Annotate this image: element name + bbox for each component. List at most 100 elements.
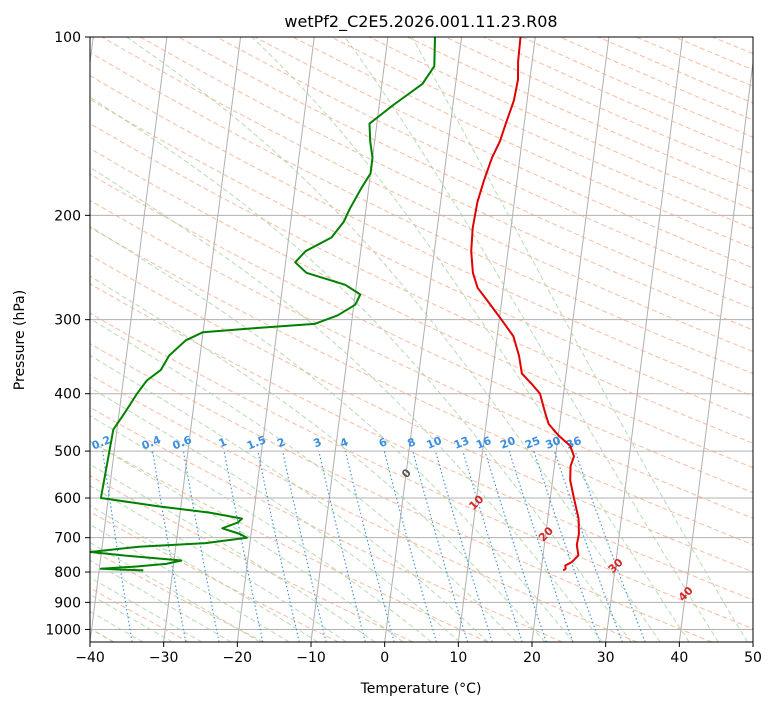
dry-adiabat-line [178, 37, 753, 310]
y-axis: 100 200 300 400 500 600 700 800 900 1000 [45, 30, 90, 638]
moist-adiabat-line [90, 593, 173, 642]
mixing-ratio-label: 2 [275, 435, 287, 450]
mixing-ratio-label: 13 [452, 434, 471, 452]
dry-adiabat-line [521, 37, 753, 138]
mixing-ratio-label: 4 [338, 435, 350, 450]
mixing-ratio-line [553, 450, 623, 642]
dry-adiabat-line [407, 37, 753, 192]
x-tick-label: 10 [449, 650, 467, 666]
x-tick-label: 0 [380, 650, 389, 666]
mixing-ratio-line [383, 450, 437, 642]
mixing-ratio-label: 25 [523, 434, 542, 452]
isotherm-line [531, 37, 610, 642]
y-tick-label: 600 [54, 491, 81, 507]
temperature-profile-line [470, 37, 580, 572]
dry-adiabat-line [90, 406, 563, 642]
dry-adiabat-line [90, 147, 753, 469]
moist-adiabat-line [90, 485, 347, 642]
mixing-ratio-line [102, 451, 133, 642]
mixing-ratio-label: 6 [377, 435, 389, 450]
moist-adiabat-line [90, 463, 376, 642]
mixing-ratio-label: 1 [217, 435, 229, 450]
dry-adiabat-line [674, 37, 753, 71]
mixing-ratio-label: 30 [544, 434, 563, 452]
dry-adiabat-line [559, 37, 753, 121]
dry-adiabat-line [636, 37, 753, 87]
dry-adiabat-line [90, 343, 712, 642]
moist-adiabat-label: 20 [536, 524, 556, 544]
moist-adiabat-line [90, 440, 404, 642]
mixing-ratio-line [412, 450, 469, 642]
y-axis-label: Pressure (hPa) [12, 290, 28, 390]
x-tick-label: −30 [149, 650, 179, 666]
moist-adiabat-line [344, 37, 719, 642]
dry-adiabat-line [90, 199, 753, 519]
mixing-ratio-label: 16 [474, 434, 493, 452]
x-tick-label: 20 [523, 650, 541, 666]
moist-adiabat-line [411, 37, 748, 642]
mixing-ratio-line [257, 450, 300, 642]
moist-adiabat-line [90, 166, 603, 642]
mixing-ratio-line [223, 451, 264, 642]
x-tick-label: −10 [296, 650, 326, 666]
moist-adiabat-label: 30 [606, 556, 626, 576]
mixing-ratio-line [344, 450, 395, 642]
y-tick-label: 700 [54, 531, 81, 547]
isotherm-line [90, 37, 168, 642]
y-tick-label: 1000 [45, 622, 81, 638]
moist-adiabat-line [90, 541, 261, 642]
moist-adiabat-line [90, 576, 203, 642]
moist-adiabat-line [90, 505, 319, 642]
y-tick-label: 300 [54, 313, 81, 329]
dry-adiabat-line [140, 37, 753, 331]
isotherm-line [678, 58, 753, 642]
dewpoint-profile-line [90, 37, 436, 572]
plot-frame [89, 36, 754, 643]
isotherm-line [163, 37, 242, 642]
moist-adiabat-line [126, 37, 661, 642]
dry-adiabat-line [216, 37, 753, 289]
moist-adiabat-line [90, 386, 461, 642]
dry-adiabat-line [90, 587, 190, 642]
mixing-ratio-line [574, 450, 646, 642]
mixing-ratio-label: 8 [406, 435, 418, 450]
dry-adiabat-line [90, 475, 414, 642]
y-tick-label: 100 [54, 30, 81, 46]
mixing-ratio-label: 0.4 [140, 433, 163, 452]
moist-adiabat-line [251, 37, 690, 642]
background-labels: 0.10.20.40.611.52346810131620253036-100-… [90, 433, 696, 604]
profiles [90, 37, 580, 572]
dry-adiabat-line [90, 283, 753, 601]
dry-adiabat-line [712, 37, 753, 55]
mixing-ratio-label: 36 [564, 434, 583, 452]
moist-adiabat-line [90, 415, 432, 642]
mixing-ratio-label: 3 [312, 435, 324, 450]
y-tick-label: 400 [54, 387, 81, 403]
mixing-ratio-label: 1.5 [245, 433, 268, 452]
dry-adiabat-line [90, 98, 753, 421]
mixing-ratio-line [182, 451, 220, 642]
chart-title: wetPf2_C2E5.2026.001.11.23.R08 [284, 12, 557, 32]
x-tick-label: −20 [223, 650, 253, 666]
isotherm-line [752, 638, 753, 642]
x-axis-label: Temperature (°C) [360, 681, 482, 697]
mixing-ratio-line [282, 450, 327, 642]
dry-adiabat-line [90, 312, 753, 630]
moist-adiabat-line [90, 275, 546, 642]
mixing-ratio-label: 10 [425, 434, 444, 452]
dry-adiabat-line [90, 440, 488, 642]
dry-adiabat-line [90, 254, 753, 573]
isotherm-line [384, 37, 463, 642]
mixing-ratio-line [484, 450, 547, 642]
y-tick-label: 200 [54, 208, 81, 224]
dry-adiabat-line [90, 51, 753, 375]
mixing-ratio-line [462, 450, 523, 642]
mixing-ratio-label: 20 [498, 434, 517, 452]
y-tick-label: 900 [54, 595, 81, 611]
isotherm-line [457, 37, 536, 642]
mixing-ratio-label: 0.6 [171, 433, 194, 452]
dry-adiabat-line [90, 173, 753, 494]
dry-adiabat-line [90, 548, 264, 642]
background-lines [90, 37, 753, 642]
